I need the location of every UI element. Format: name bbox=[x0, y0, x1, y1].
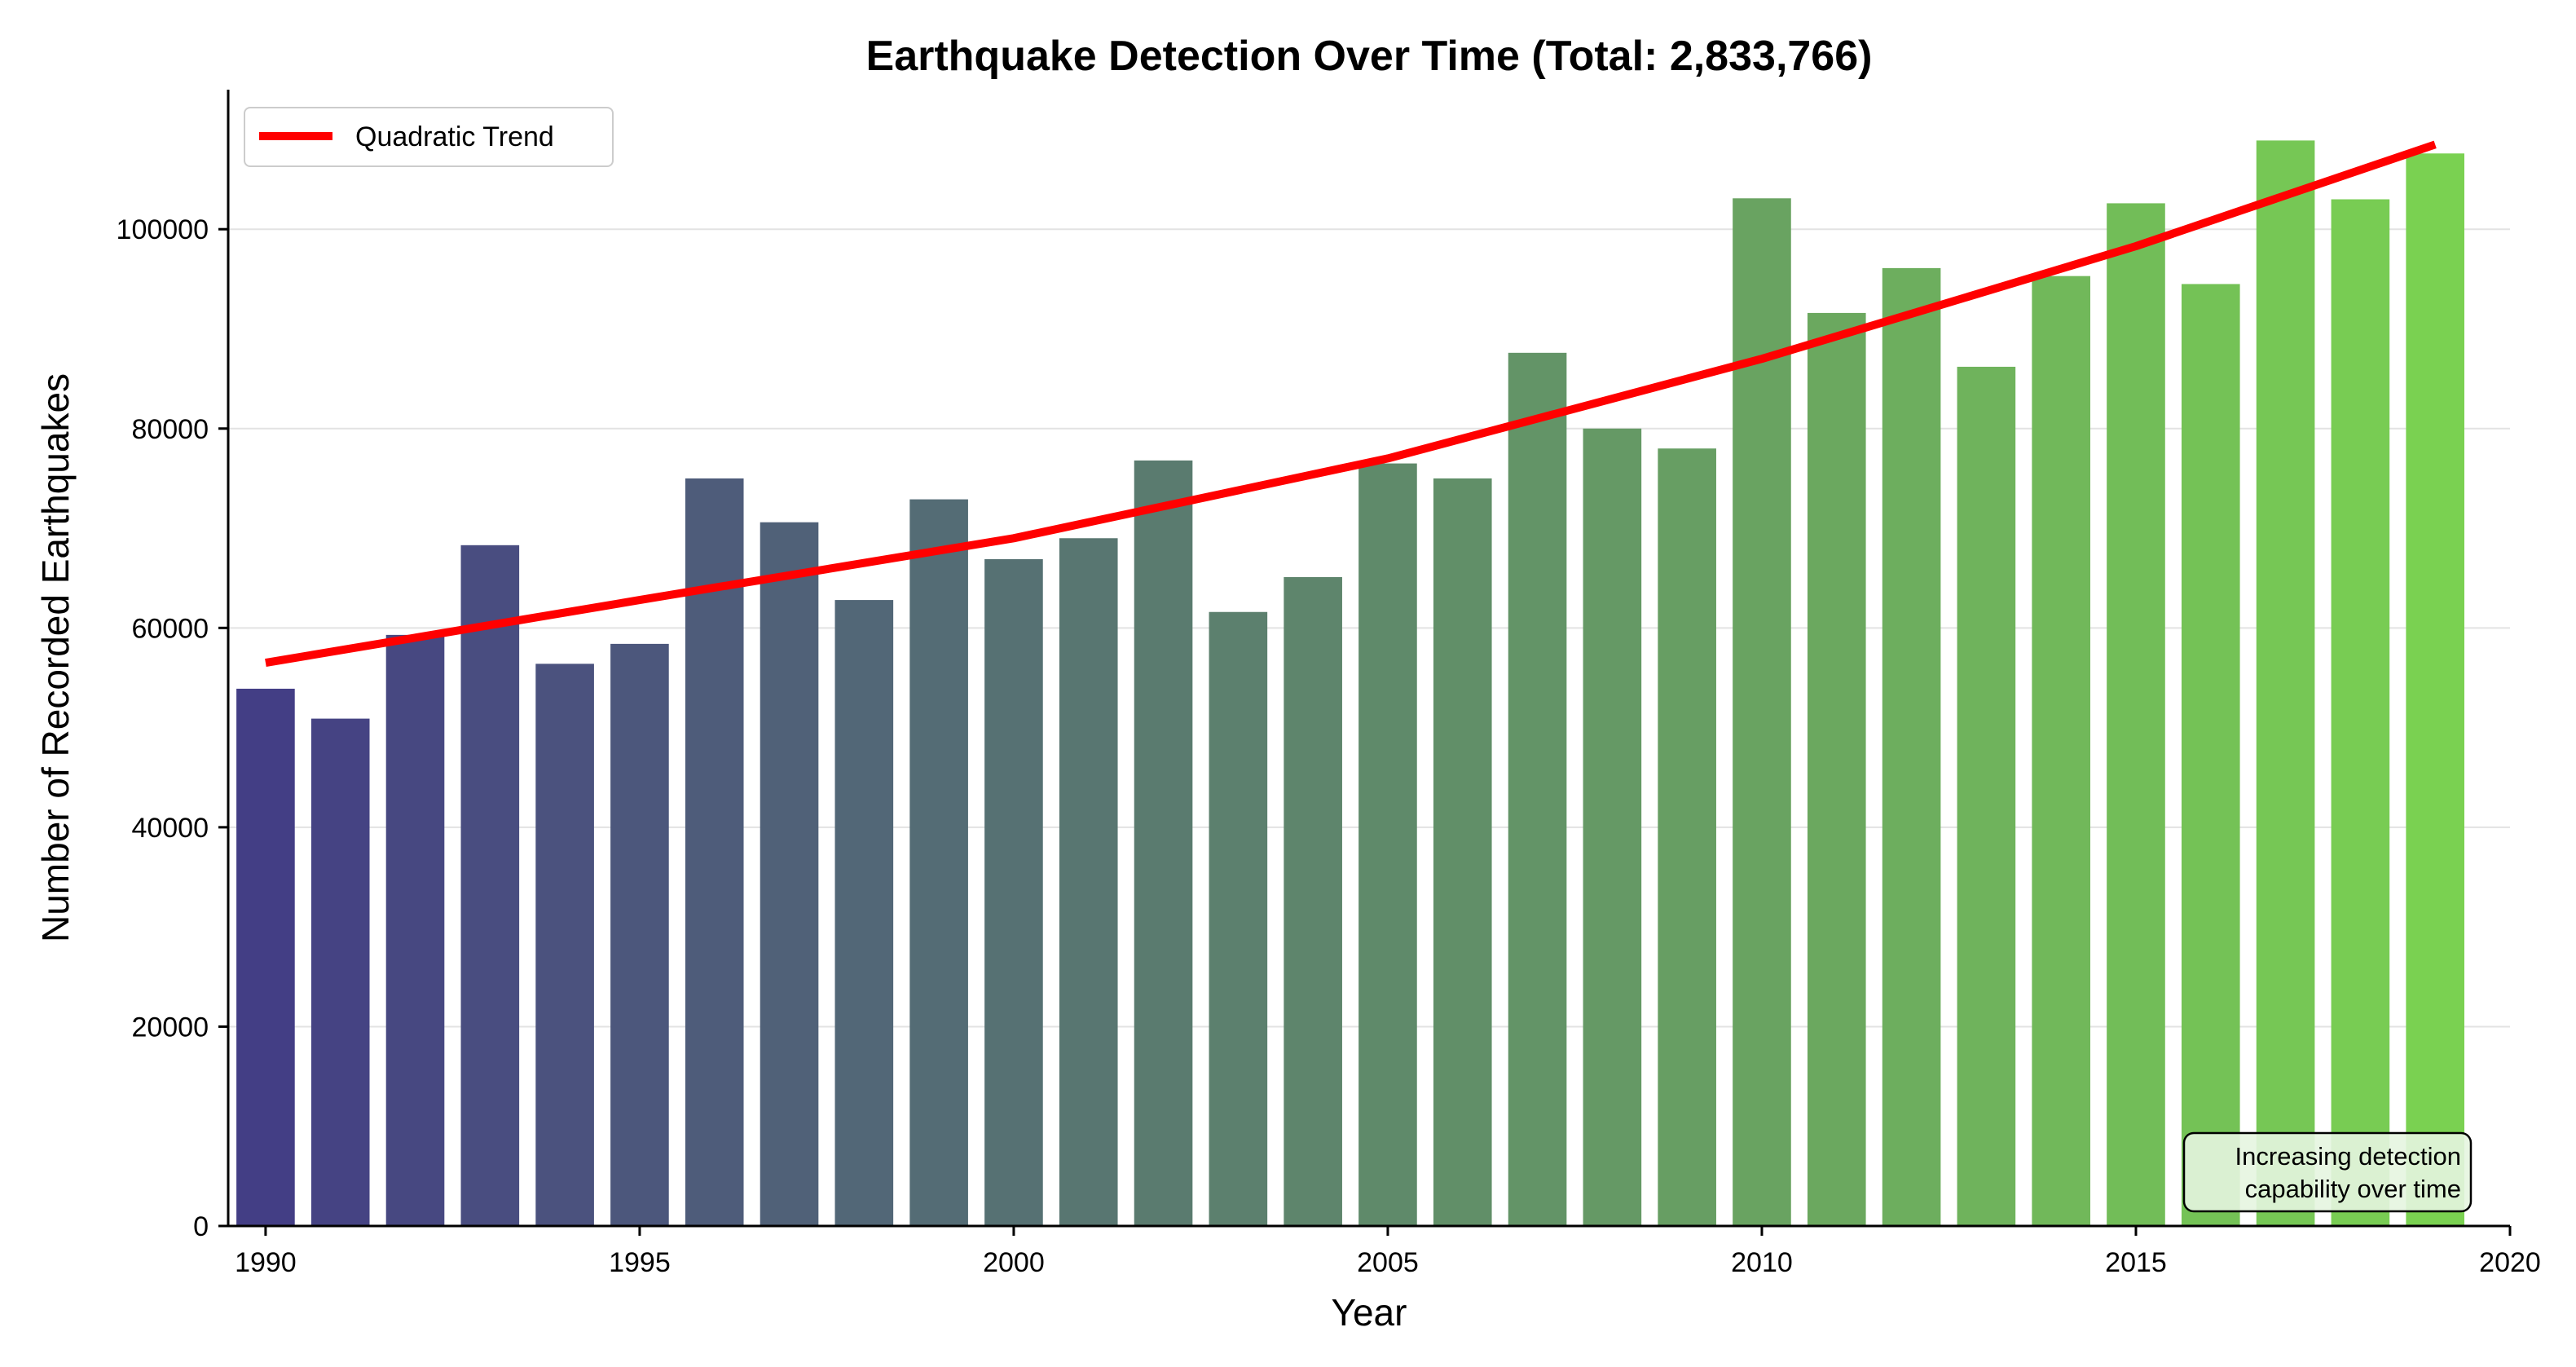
annotation-background bbox=[2182, 1131, 2473, 1213]
bar-2016 bbox=[2181, 284, 2240, 1226]
y-tick-label-100000: 100000 bbox=[117, 214, 209, 245]
bar-1999 bbox=[909, 499, 968, 1226]
x-axis-title: Year bbox=[1332, 1291, 1407, 1334]
bars-group bbox=[236, 140, 2464, 1227]
bar-2018 bbox=[2331, 199, 2390, 1226]
bar-2017 bbox=[2256, 140, 2315, 1226]
bar-2010 bbox=[1733, 198, 1791, 1226]
bar-2012 bbox=[1882, 267, 1941, 1226]
x-tick-label-2005: 2005 bbox=[1357, 1247, 1419, 1278]
annotation-line-2: capability over time bbox=[2245, 1175, 2461, 1203]
bar-2002 bbox=[1134, 460, 1193, 1226]
legend: Quadratic Trend bbox=[244, 107, 614, 167]
x-tick-label-1990: 1990 bbox=[235, 1247, 297, 1278]
bar-2008 bbox=[1583, 428, 1642, 1226]
bar-1991 bbox=[310, 718, 370, 1226]
bar-1994 bbox=[535, 664, 594, 1226]
x-tick-label-2000: 2000 bbox=[983, 1247, 1045, 1278]
x-tick-label-1995: 1995 bbox=[609, 1247, 671, 1278]
axes-group bbox=[227, 90, 2510, 1228]
bar-1998 bbox=[834, 600, 894, 1226]
legend-label-quadratic-trend: Quadratic Trend bbox=[355, 121, 554, 152]
bar-1996 bbox=[685, 478, 744, 1226]
ticks-group: 1990 1995 2000 2005 2010 2015 2020 0 20000 40000 6… bbox=[117, 214, 2541, 1278]
bar-1995 bbox=[610, 643, 669, 1226]
x-tick-label-2015: 2015 bbox=[2105, 1247, 2167, 1278]
y-tick-label-60000: 60000 bbox=[131, 613, 209, 644]
trend-line-0 bbox=[265, 140, 2437, 668]
y-tick-label-0: 0 bbox=[193, 1211, 209, 1242]
y-tick-label-40000: 40000 bbox=[131, 813, 209, 844]
bar-2003 bbox=[1209, 611, 1268, 1226]
bar-2011 bbox=[1807, 312, 1866, 1226]
bar-2001 bbox=[1059, 538, 1118, 1226]
bar-1993 bbox=[460, 545, 520, 1226]
bar-2019 bbox=[2406, 153, 2464, 1226]
bar-2005 bbox=[1358, 463, 1417, 1226]
bar-2006 bbox=[1433, 478, 1492, 1226]
x-tick-label-2020: 2020 bbox=[2479, 1247, 2541, 1278]
annotation-box: Increasing detection capability over tim… bbox=[2182, 1131, 2473, 1213]
annotation-line-1: Increasing detection bbox=[2235, 1142, 2461, 1171]
x-tick-label-2010: 2010 bbox=[1731, 1247, 1793, 1278]
bar-2009 bbox=[1658, 448, 1716, 1226]
bar-2014 bbox=[2032, 276, 2090, 1226]
bar-2004 bbox=[1284, 576, 1342, 1226]
bar-2013 bbox=[1957, 366, 2016, 1227]
bar-2000 bbox=[984, 558, 1043, 1226]
bar-2007 bbox=[1508, 352, 1567, 1226]
bar-1992 bbox=[385, 634, 445, 1226]
trend-line-group bbox=[265, 140, 2437, 668]
bar-1990 bbox=[236, 688, 295, 1226]
bar-2015 bbox=[2107, 203, 2165, 1226]
legend-box bbox=[244, 107, 614, 167]
y-tick-label-80000: 80000 bbox=[131, 414, 209, 445]
bar-1997 bbox=[760, 522, 819, 1226]
chart-title: Earthquake Detection Over Time (Total: 2… bbox=[866, 33, 1873, 80]
y-tick-label-20000: 20000 bbox=[131, 1012, 209, 1043]
y-axis-title: Number of Recorded Earthquakes bbox=[34, 373, 77, 942]
